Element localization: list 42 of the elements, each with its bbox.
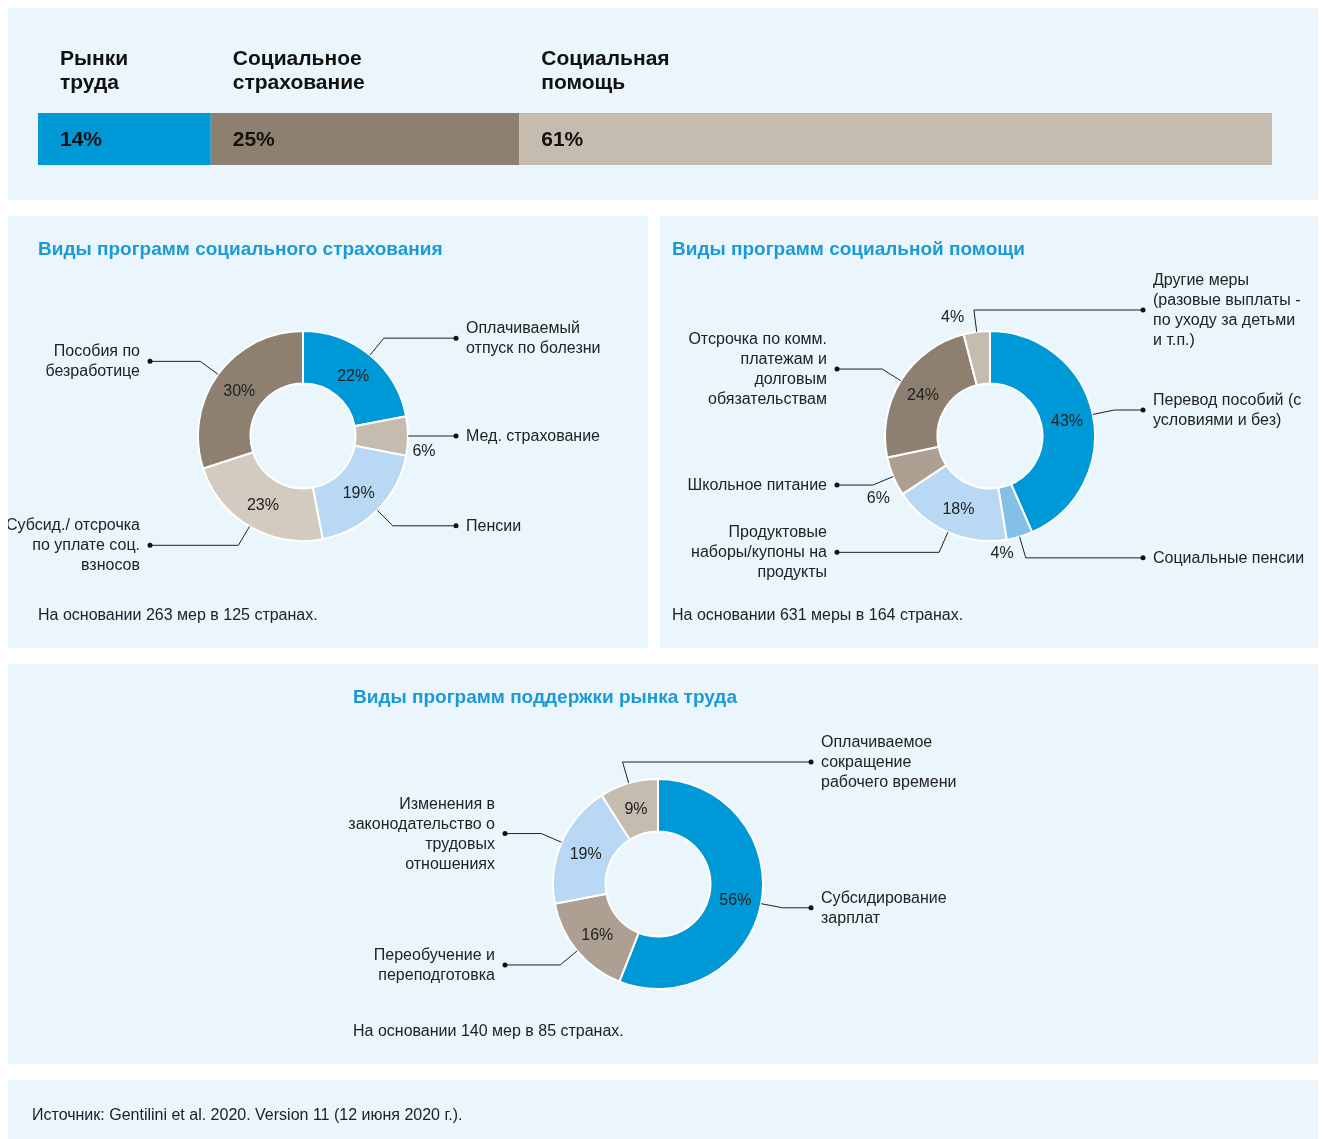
data-label: 4% [941,307,965,325]
chart-title: Виды программ поддержки рынка труда [353,686,737,708]
data-label: 24% [907,386,940,404]
data-label: 16% [581,926,614,944]
data-label: 56% [719,890,752,908]
slice-label: Другие меры (разовые выплаты - по уходу за детьми и т.п.) [1153,271,1301,349]
series-label: Социальная помощь [541,46,670,93]
slice-label: Оплачиваемый отпуск по болезни [466,319,601,357]
slice-label: Оплачиваемое сокращение рабочего времени [821,733,957,791]
text: На основании 263 мер в 125 странах. [38,606,318,624]
slice-label: Школьное питание [687,476,828,494]
text: Источник: Gentilini et al. 2020. Version 11 (12 июня 2020 г.). [32,1106,464,1124]
slice-label: Переобучение и переподготовка [373,945,496,983]
slice-label: Перевод пособий (с условиями и без) [1153,390,1302,428]
data-label: 61% [541,127,584,150]
data-label: 19% [569,844,602,862]
slice-label: Отсрочка по комм. платежам и долговым обязательствам [688,330,827,408]
chart-title: Виды программ социального страхования [38,238,443,260]
data-label: 14% [60,127,103,150]
slice-label: Социальные пенсии [1153,548,1305,566]
data-label: 23% [246,495,279,513]
data-label: 30% [223,381,256,399]
slice-label: Продуктовые наборы/купоны на продукты [691,523,828,581]
data-label: 22% [337,367,370,385]
slice-label: Субсидирование зарплат [821,888,947,926]
data-label: 43% [1051,411,1084,429]
data-label: 4% [990,544,1014,562]
chart-title: Виды программ социальной помощи [672,238,1025,260]
series-label: Социальное страхование [232,46,365,93]
slice-label: Изменения в законодательство о трудовых отношениях [348,794,496,872]
slice-label: Пенсии [466,516,522,534]
data-label: 9% [624,800,648,818]
data-label: 19% [342,483,375,501]
data-label: 6% [412,442,436,459]
series-label: Рынки труда [60,46,129,93]
slice-label: Пособия по безработице [45,342,141,380]
text: На основании 631 меры в 164 странах. [672,606,964,624]
data-label: 18% [942,500,975,518]
slice-label: Мед. страхование [466,427,601,444]
text: На основании 140 мер в 85 странах. [353,1022,624,1040]
data-label: 25% [232,127,276,150]
data-label: 6% [866,488,890,506]
